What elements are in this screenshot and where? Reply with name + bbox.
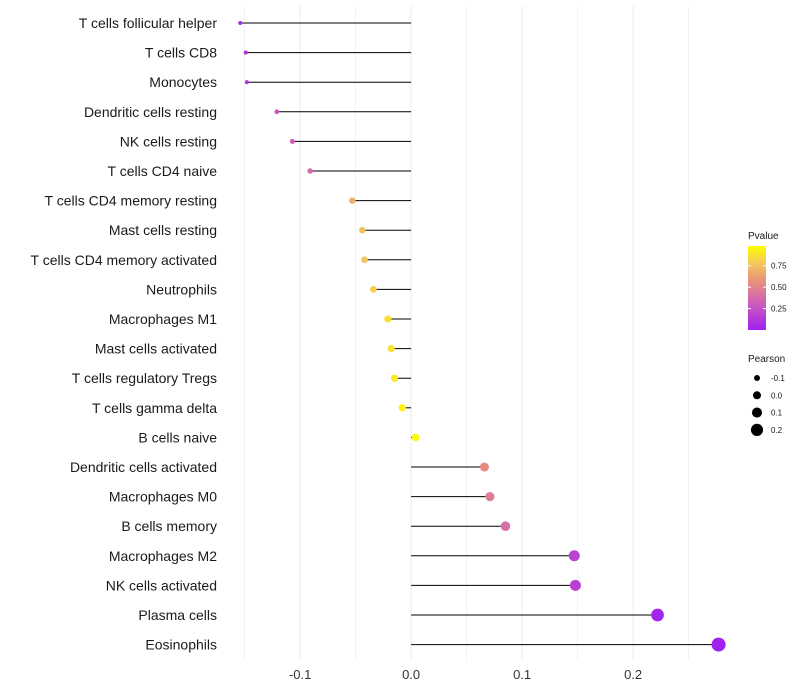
data-point xyxy=(500,521,511,531)
category-label: T cells CD8 xyxy=(145,45,217,61)
data-point xyxy=(238,21,243,25)
x-tick-label: -0.1 xyxy=(289,667,311,682)
category-label: NK cells resting xyxy=(120,133,217,149)
x-tick-label: 0.0 xyxy=(402,667,420,682)
data-point xyxy=(651,608,664,622)
data-point xyxy=(370,286,377,293)
data-point xyxy=(359,226,366,234)
stems xyxy=(240,22,719,646)
category-label: B cells memory xyxy=(121,518,217,534)
category-label: T cells CD4 memory resting xyxy=(45,193,217,209)
category-label: Neutrophils xyxy=(146,281,217,297)
size-legend-label: 0.2 xyxy=(771,426,783,435)
colorbar-tick-label: 0.25 xyxy=(771,305,787,314)
category-label: Macrophages M2 xyxy=(109,548,217,564)
size-legend-label: 0.0 xyxy=(771,391,783,400)
category-label: T cells CD4 memory activated xyxy=(31,252,217,268)
category-label: Plasma cells xyxy=(138,607,217,623)
category-label: Mast cells resting xyxy=(109,222,217,238)
size-legend-label: 0.1 xyxy=(771,409,783,418)
data-point xyxy=(274,109,280,115)
category-labels: T cells follicular helper T cells CD8 Mono… xyxy=(31,15,218,653)
category-label: Dendritic cells activated xyxy=(70,459,217,475)
legend: Pvalue 0.25 0.50 0.75 Pearson -0.1 0.0 0.1 0.2 xyxy=(748,231,787,436)
data-point xyxy=(361,256,368,264)
pvalue-legend-title: Pvalue xyxy=(748,231,779,242)
category-label: Eosinophils xyxy=(145,637,217,653)
size-legend-label: -0.1 xyxy=(771,374,785,383)
category-label: T cells gamma delta xyxy=(92,400,217,416)
category-label: B cells naive xyxy=(138,429,217,445)
data-point xyxy=(289,138,295,144)
data-point xyxy=(244,80,249,85)
x-tick-label: 0.2 xyxy=(624,667,642,682)
data-point xyxy=(387,345,395,353)
data-point xyxy=(390,374,399,382)
data-point xyxy=(568,550,580,562)
data-point xyxy=(398,404,406,412)
data-point xyxy=(479,462,489,472)
data-point xyxy=(711,637,726,652)
colorbar-tick-label: 0.50 xyxy=(771,283,787,292)
data-point xyxy=(243,50,248,55)
category-label: NK cells activated xyxy=(106,577,217,593)
data-point xyxy=(384,315,392,323)
category-label: T cells regulatory Tregs xyxy=(72,370,217,386)
category-label: Macrophages M0 xyxy=(109,489,217,505)
data-point xyxy=(411,433,420,442)
size-legend-dot xyxy=(754,375,760,381)
grid xyxy=(244,6,689,660)
data-point xyxy=(569,579,581,591)
data-point xyxy=(349,197,356,204)
data-point xyxy=(485,491,495,502)
x-tick-label: 0.1 xyxy=(513,667,531,682)
colorbar-tick-label: 0.75 xyxy=(771,262,787,271)
pearson-legend-title: Pearson xyxy=(748,354,785,365)
pvalue-colorbar xyxy=(748,246,766,330)
category-label: T cells CD4 naive xyxy=(108,163,218,179)
category-label: Monocytes xyxy=(149,74,217,90)
category-label: T cells follicular helper xyxy=(79,15,218,31)
size-legend-dot xyxy=(751,407,763,418)
points xyxy=(238,21,726,652)
x-axis: -0.1 0.0 0.1 0.2 xyxy=(289,667,642,682)
category-label: Mast cells activated xyxy=(95,341,217,357)
size-legend-dot xyxy=(750,423,764,436)
category-label: Dendritic cells resting xyxy=(84,104,217,120)
data-point xyxy=(307,168,313,174)
size-legend-dot xyxy=(752,391,762,400)
category-label: Macrophages M1 xyxy=(109,311,217,327)
